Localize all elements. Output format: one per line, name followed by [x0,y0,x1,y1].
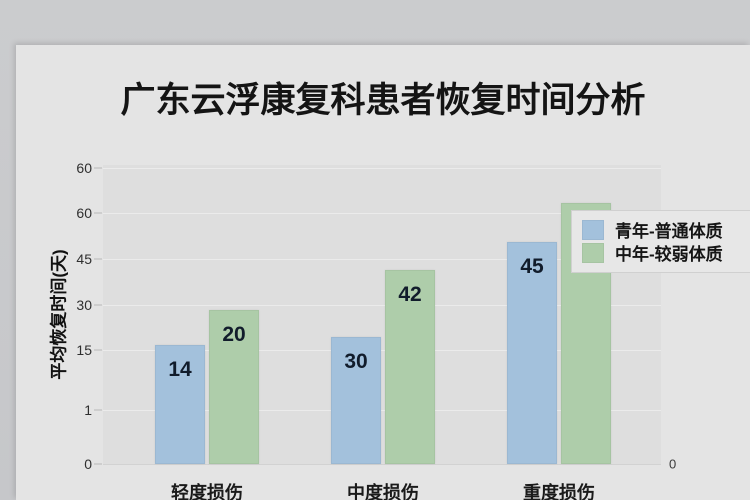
gridline [103,350,661,351]
y-tick-mark [94,349,102,351]
legend-item[interactable]: 青年-普通体质 [582,218,750,241]
x-tick-label: 中度损伤 [347,483,419,500]
gridline [103,213,661,214]
gridline [103,305,661,306]
gridline [103,410,661,411]
y-axis-title: 平均恢复时间(天) [44,165,70,464]
legend-item-label: 中年-较弱体质 [615,245,723,264]
y-tick-mark [94,167,102,169]
legend-swatch-icon [582,242,604,263]
chart-card: 广东云浮康复科患者恢复时间分析 平均恢复时间(天) 60 60 45 30 15 1 0 1… [16,45,750,500]
bar[interactable]: 42 [385,270,435,464]
y-tick-label: 45 [76,251,92,267]
x-tick-label: 轻度损伤 [171,483,243,500]
right-axis-zero-label: 0 [669,456,677,472]
legend-item[interactable]: 中年-较弱体质 [582,241,750,264]
chart-title: 广东云浮康复科患者恢复时间分析 [120,81,646,120]
y-axis-title-label: 平均恢复时间(天) [49,249,69,380]
gridline [103,259,661,260]
y-tick-label: 30 [76,297,92,313]
y-tick-mark [94,463,102,465]
y-tick-label: 1 [84,402,92,418]
bar-value-label: 42 [398,283,422,306]
y-tick-label: 60 [76,160,92,176]
bar[interactable]: 14 [155,345,205,464]
y-tick-mark [94,258,102,260]
bar-value-label: 30 [344,350,368,373]
bar-series-group: 142030424558 [103,165,661,464]
gridline [103,168,661,169]
legend-swatch-icon [582,219,604,240]
bar-value-label: 20 [222,323,246,346]
y-tick-mark [94,304,102,306]
y-tick-mark [94,409,102,411]
y-tick-label: 0 [84,456,92,472]
y-tick-label: 60 [76,205,92,221]
bar-value-label: 14 [168,358,192,381]
chart-legend: 青年-普通体质 中年-较弱体质 [571,210,750,273]
x-tick-label: 重度损伤 [523,483,595,500]
y-tick-label: 15 [76,342,92,358]
bar[interactable]: 30 [331,337,381,464]
y-tick-mark [94,212,102,214]
bar[interactable]: 20 [209,310,259,464]
legend-item-label: 青年-普通体质 [615,222,723,241]
bar[interactable]: 45 [507,242,557,464]
bar-value-label: 45 [520,255,544,278]
gridline [103,464,661,465]
